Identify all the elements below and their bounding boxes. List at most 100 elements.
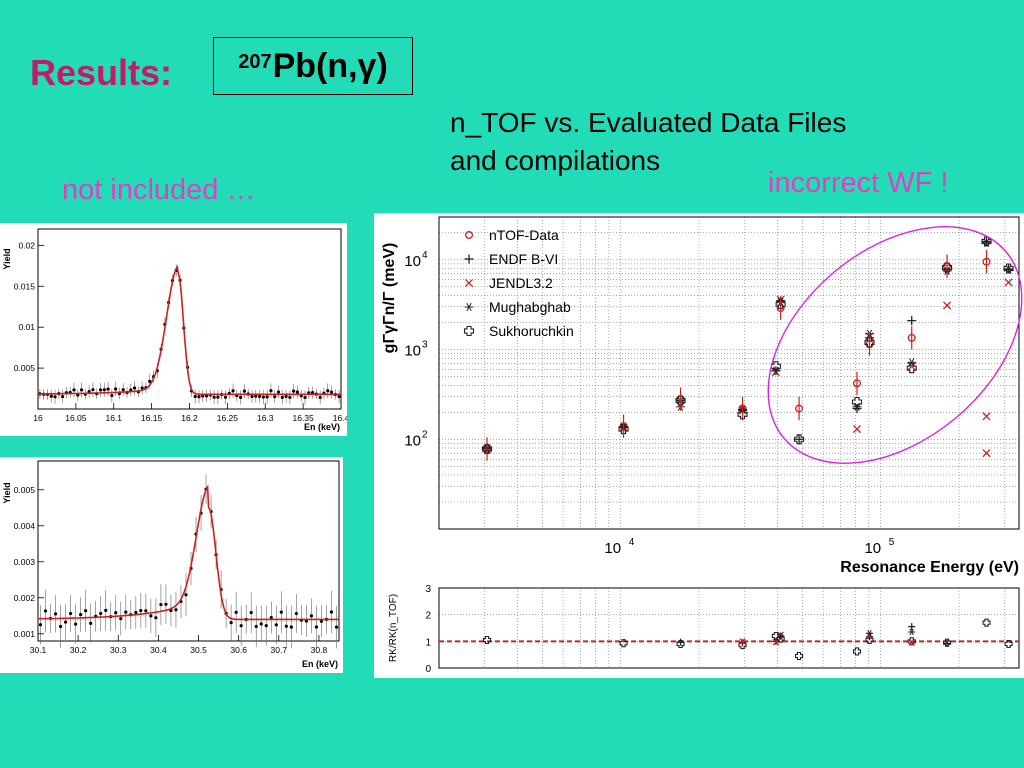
data-point (289, 605, 293, 649)
point-marker (284, 624, 288, 628)
data-point (309, 598, 314, 634)
legend-item: Mughabghab (464, 299, 571, 315)
point-marker (284, 394, 288, 399)
point-marker (63, 620, 68, 624)
data-point (273, 390, 277, 404)
pluscircle-mark (982, 618, 991, 627)
x-axis-label: En (keV) (304, 422, 340, 432)
legend-label: nTOF-Data (489, 227, 559, 243)
y-axis-label: gΓγΓn/Γ (meV) (381, 243, 398, 354)
x-tick-label: 30.8 (311, 645, 328, 655)
data-point (254, 389, 258, 403)
plot-frame (438, 216, 1020, 530)
data-point (140, 381, 144, 395)
data-point (68, 386, 72, 399)
point-marker (119, 617, 123, 621)
point-marker (114, 611, 118, 615)
point-marker (134, 610, 138, 615)
point-marker (242, 389, 247, 393)
data-point (38, 605, 43, 645)
y-tick-label: 0.004 (14, 521, 36, 531)
data-point (164, 584, 168, 625)
data-point (677, 638, 685, 646)
data-point (794, 434, 805, 445)
series-endf-b-vi (482, 236, 1014, 453)
data-point (772, 638, 780, 646)
point-marker (269, 615, 273, 620)
series-mughabghab (777, 628, 916, 641)
point-marker (91, 388, 95, 392)
point-marker (303, 395, 307, 400)
x-tick-label: 30.2 (70, 645, 87, 655)
data-point (204, 389, 209, 402)
incorrect-wf-ellipse (767, 226, 1023, 464)
pluscircle-mark (482, 635, 492, 645)
data-point (739, 638, 746, 645)
data-point (98, 383, 103, 397)
data-point (737, 409, 748, 420)
y-axis-label: Yield (2, 482, 12, 503)
legend-label: JENDL3.2 (489, 275, 553, 291)
pluscircle-mark (1004, 639, 1013, 649)
data-point (319, 605, 324, 638)
data-point (299, 389, 303, 402)
data-point (274, 605, 278, 645)
point-marker (309, 614, 314, 618)
point-marker (326, 389, 330, 393)
y-tick-label: 10 (404, 432, 421, 449)
data-point (53, 595, 58, 633)
point-marker (102, 388, 106, 392)
pluscircle-mark (481, 443, 493, 455)
grid-lines (438, 587, 1019, 668)
data-point (104, 590, 108, 631)
point-marker (304, 619, 308, 623)
pluscircle-mark (794, 434, 805, 445)
point-marker (79, 388, 84, 392)
point-marker (318, 395, 322, 399)
y-tick-label: 0.005 (14, 363, 36, 373)
data-point (907, 316, 917, 326)
point-marker (140, 386, 144, 390)
legend: nTOF-Data ENDF B-VI JENDL3.2 Mughabghab Sukh… (463, 227, 574, 339)
data-point (69, 594, 73, 633)
point-marker (84, 609, 88, 613)
pluscircle-mark (463, 325, 475, 337)
point-marker (74, 622, 78, 626)
x-tick-label: 16 (33, 413, 43, 423)
point-marker (53, 612, 58, 616)
legend-label: Sukhoruchkin (489, 323, 574, 339)
data-point (87, 385, 91, 398)
data-point (908, 639, 915, 646)
x-tick-label: 10 (604, 540, 621, 557)
point-marker (43, 609, 48, 613)
marker-plus (464, 254, 474, 264)
point-marker (265, 395, 269, 399)
data-point (852, 404, 862, 414)
results-title: Results: (30, 52, 173, 93)
data-point (907, 358, 917, 367)
legend-item: Sukhoruchkin (463, 323, 574, 339)
cross-b (1004, 278, 1013, 287)
data-point (235, 389, 239, 402)
data-point (329, 590, 334, 633)
data-points (481, 236, 1014, 461)
y-tick-label: 2 (425, 611, 431, 622)
point-marker (38, 623, 43, 627)
incorrect-wf-note: incorrect WF ! (768, 167, 949, 199)
data-point (314, 605, 319, 649)
point-marker (106, 387, 110, 391)
y-tick-label: 0 (425, 664, 431, 675)
pluscircle-mark (618, 423, 629, 435)
data-point (794, 434, 804, 444)
data-point (981, 236, 992, 247)
y-tick-labels: 0.005 0.01 0.015 0.02 (14, 240, 44, 373)
data-point (63, 604, 68, 640)
x-tick-labels: 10 4 10 5 (604, 537, 894, 557)
data-point (866, 633, 874, 641)
data-point (284, 390, 288, 403)
point-marker (329, 610, 334, 614)
y-tick-label: 0.01 (18, 322, 35, 332)
cross-b (772, 638, 780, 646)
x-tick-labels: 16 16.05 16.1 16.15 16.2 16.25 16.3 16.35 16.4 (33, 403, 347, 423)
point-marker (149, 614, 153, 618)
